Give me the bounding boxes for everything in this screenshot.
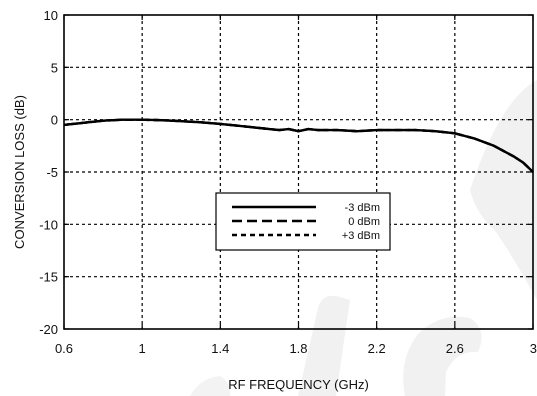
series-line-1 (63, 118, 534, 173)
y-tick-label: 5 (51, 60, 58, 75)
x-tick-label: 3 (530, 341, 537, 356)
y-tick-label: -5 (46, 165, 58, 180)
tick-marks (63, 14, 534, 330)
x-tick-labels: 0.6 1 1.4 1.8 2.2 2.6 3 (55, 341, 537, 356)
grid-lines (64, 15, 533, 329)
watermark-shape (403, 316, 482, 396)
y-tick-label: -20 (39, 322, 58, 337)
legend-items: -3 dBm 0 dBm +3 dBm (232, 202, 380, 242)
x-tick-label: 0.6 (55, 341, 73, 356)
y-tick-label: -15 (39, 270, 58, 285)
y-tick-label: 10 (44, 8, 58, 23)
legend-label: 0 dBm (348, 216, 380, 228)
watermark-shape (470, 80, 537, 300)
x-tick-label: 2.6 (446, 341, 464, 356)
x-axis-title: RF FREQUENCY (GHz) (228, 377, 369, 392)
legend-label: -3 dBm (345, 202, 380, 214)
y-axis-title: CONVERSION LOSS (dB) (12, 95, 27, 249)
watermark-shapes (190, 80, 537, 396)
series-line-0 (63, 118, 534, 173)
y-tick-label: -10 (39, 217, 58, 232)
series-layer (63, 118, 534, 173)
legend-box (215, 192, 391, 251)
series-line-2 (63, 118, 534, 173)
y-tick-label: 0 (51, 113, 58, 128)
x-tick-label: 2.2 (368, 341, 386, 356)
legend-label: +3 dBm (342, 230, 380, 242)
watermark-shape (190, 376, 231, 396)
watermark-shape (298, 295, 350, 396)
legend: -3 dBm 0 dBm +3 dBm (215, 192, 391, 251)
y-tick-labels: 10 5 0 -5 -10 -15 -20 (39, 8, 58, 337)
x-tick-label: 1 (139, 341, 146, 356)
x-tick-label: 1.4 (211, 341, 229, 356)
x-tick-label: 1.8 (289, 341, 307, 356)
